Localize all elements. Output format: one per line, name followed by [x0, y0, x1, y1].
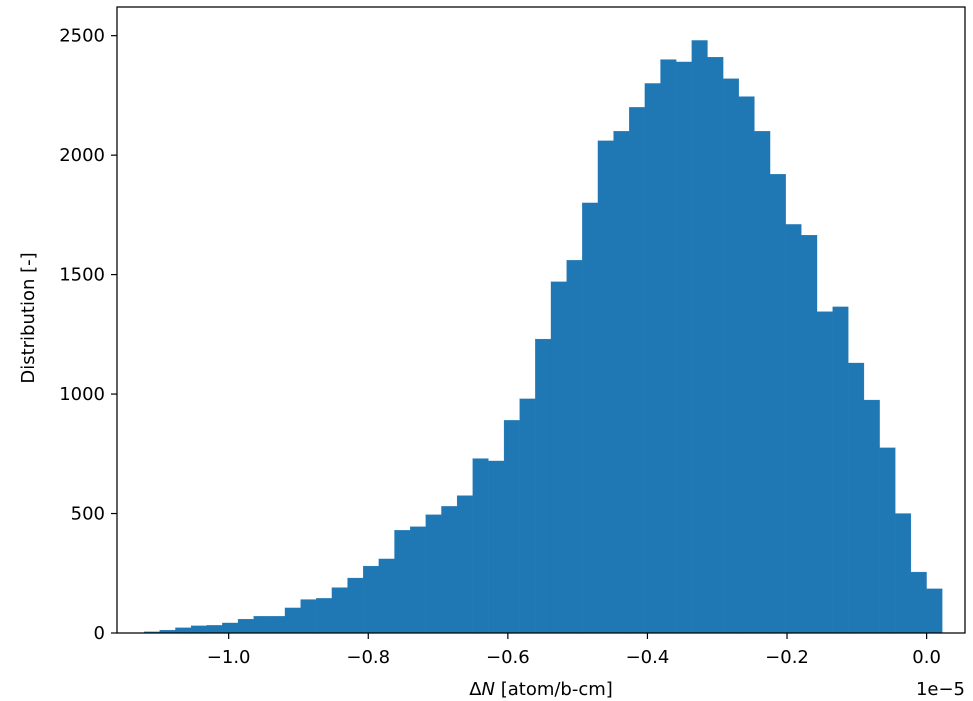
- histogram-bar: [410, 526, 426, 634]
- histogram-bar: [566, 260, 583, 634]
- x-tick-label: −0.6: [486, 647, 530, 668]
- histogram-bar: [816, 311, 833, 634]
- histogram-bar: [269, 616, 286, 634]
- x-axis-offset-label: 1e−5: [916, 679, 965, 700]
- y-tick-label: 2500: [59, 26, 105, 47]
- y-tick-label: 2000: [59, 145, 105, 166]
- histogram-bar: [237, 618, 254, 634]
- x-tick-label: 0.0: [912, 647, 941, 668]
- histogram-bar: [769, 174, 786, 634]
- x-axis-ticks: −1.0 −0.8 −0.6 −0.4 −0.2 0.0: [207, 633, 941, 668]
- x-tick-label: −1.0: [207, 647, 251, 668]
- histogram-bar: [253, 616, 270, 634]
- histogram-bar: [754, 131, 771, 634]
- histogram-bar: [535, 338, 552, 634]
- histogram-bar: [331, 587, 348, 634]
- histogram-bar: [613, 131, 630, 634]
- x-tick-label: −0.4: [626, 647, 670, 668]
- histogram-bar: [597, 140, 614, 634]
- histogram-bar: [848, 362, 865, 634]
- histogram-bar: [832, 306, 849, 634]
- y-tick-label: 0: [94, 623, 105, 644]
- histogram-bar: [175, 627, 192, 634]
- histogram-bar: [472, 458, 489, 634]
- histogram-bar: [222, 622, 239, 634]
- x-tick-label: −0.8: [346, 647, 390, 668]
- histogram-bar: [363, 565, 380, 634]
- histogram-bar: [550, 281, 567, 634]
- histogram-bar: [738, 96, 755, 634]
- histogram-bar: [879, 447, 896, 634]
- histogram-bar: [394, 530, 411, 634]
- histogram-bar: [785, 224, 802, 634]
- histogram-bar: [488, 460, 505, 634]
- histogram-bar: [347, 577, 364, 634]
- y-tick-label: 1000: [59, 384, 105, 405]
- histogram-bar: [519, 398, 536, 634]
- histogram-bar: [644, 83, 661, 634]
- histogram-bars: [143, 40, 943, 634]
- x-axis-label: ΔN [atom/b-cm]: [469, 679, 613, 700]
- histogram-bar: [316, 598, 333, 634]
- histogram-bar: [456, 495, 473, 634]
- y-tick-label: 500: [71, 504, 105, 525]
- histogram-bar: [801, 235, 818, 634]
- x-tick-label: −0.2: [765, 647, 809, 668]
- histogram-bar: [863, 399, 880, 634]
- histogram-bar: [660, 59, 677, 634]
- histogram-bar: [206, 625, 223, 634]
- histogram-bar: [425, 514, 442, 634]
- histogram-bar: [629, 107, 646, 634]
- plot-frame: [116, 6, 966, 634]
- histogram-bar: [691, 40, 708, 634]
- histogram-bar: [503, 420, 520, 634]
- histogram-bar: [722, 78, 739, 634]
- histogram-bar: [582, 202, 599, 634]
- histogram-bar: [707, 57, 724, 634]
- y-axis-label: Distribution [-]: [18, 252, 39, 383]
- y-tick-label: 1500: [59, 265, 105, 286]
- histogram-bar: [676, 61, 692, 634]
- histogram-bar: [895, 513, 912, 634]
- histogram-bar: [190, 625, 207, 634]
- histogram-bar: [284, 607, 301, 634]
- histogram-bar: [910, 571, 927, 634]
- histogram-bar: [926, 588, 943, 634]
- histogram-bar: [441, 506, 458, 634]
- histogram-bar: [300, 599, 317, 634]
- histogram-bar: [378, 558, 395, 634]
- y-axis-ticks: 0 500 1000 1500 2000 2500: [59, 26, 117, 644]
